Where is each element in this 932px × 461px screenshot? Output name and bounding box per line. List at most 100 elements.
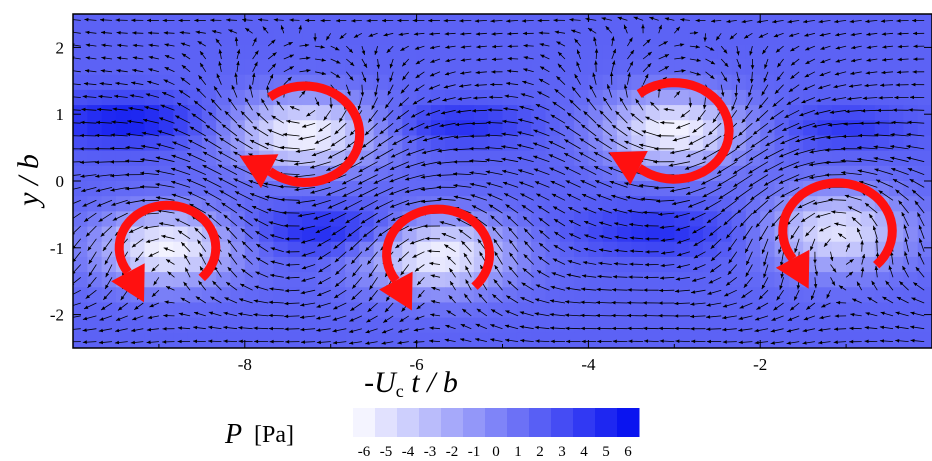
colorbar-swatch xyxy=(617,408,640,437)
velocity-vector xyxy=(349,315,363,322)
velocity-vector xyxy=(676,122,691,129)
contour-cell xyxy=(144,302,160,319)
velocity-vector xyxy=(157,130,175,137)
contour-cell xyxy=(144,272,160,288)
velocity-vector xyxy=(113,94,128,99)
contour-cell xyxy=(273,120,289,137)
x-tick-label: -6 xyxy=(410,355,424,374)
velocity-vector xyxy=(518,118,534,124)
velocity-vector xyxy=(253,326,269,330)
velocity-vector xyxy=(485,133,503,137)
velocity-vector xyxy=(368,289,378,302)
contour-cell xyxy=(846,287,862,304)
contour-cell xyxy=(459,44,475,61)
contour-cell xyxy=(473,105,489,121)
velocity-vector xyxy=(845,258,854,265)
contour-cell xyxy=(559,317,575,334)
velocity-vector xyxy=(534,181,550,188)
velocity-vector xyxy=(160,104,175,111)
velocity-vector xyxy=(538,229,550,240)
contour-cell xyxy=(287,89,303,106)
contour-cell xyxy=(130,302,146,319)
contour-cell xyxy=(445,105,461,121)
velocity-vector xyxy=(382,315,394,323)
contour-cell xyxy=(459,135,475,152)
velocity-vector xyxy=(758,97,769,109)
contour-cell xyxy=(502,196,518,212)
velocity-vector xyxy=(556,41,566,47)
velocity-vector xyxy=(238,312,253,317)
contour-cell xyxy=(745,332,761,348)
velocity-vector xyxy=(208,311,222,317)
velocity-vector xyxy=(580,124,597,137)
velocity-vector xyxy=(755,212,769,228)
velocity-vector xyxy=(736,58,742,69)
velocity-vector xyxy=(882,45,894,49)
contour-cell xyxy=(717,14,733,30)
contour-cell xyxy=(115,29,131,45)
velocity-vector xyxy=(161,91,175,98)
vortex-rotation-arrow xyxy=(111,200,221,303)
contour-cell xyxy=(216,317,232,334)
contour-cell xyxy=(889,105,904,121)
velocity-vector xyxy=(449,280,456,291)
velocity-vector xyxy=(358,161,378,173)
velocity-vector xyxy=(79,147,97,151)
velocity-vector xyxy=(132,56,144,60)
velocity-vector xyxy=(471,109,487,113)
velocity-vector xyxy=(910,338,925,343)
contour-cell xyxy=(287,287,303,304)
velocity-vector xyxy=(642,38,651,47)
velocity-vector xyxy=(316,302,331,308)
contour-cell xyxy=(803,74,819,91)
velocity-vector xyxy=(460,71,472,75)
contour-cell xyxy=(459,14,475,30)
contour-cell xyxy=(803,211,819,228)
velocity-vector xyxy=(99,81,113,86)
contour-cell xyxy=(502,256,518,273)
velocity-vector xyxy=(658,313,675,318)
velocity-vector xyxy=(875,238,879,252)
contour-cell xyxy=(230,14,246,30)
velocity-vector xyxy=(238,339,253,344)
velocity-vector xyxy=(597,274,612,279)
velocity-vector xyxy=(142,118,159,124)
contour-cell xyxy=(230,272,246,288)
velocity-vector xyxy=(430,313,441,317)
velocity-vector xyxy=(284,288,300,293)
contour-cell xyxy=(531,226,547,243)
velocity-vector xyxy=(629,262,644,266)
velocity-vector xyxy=(786,341,800,345)
velocity-vector xyxy=(384,302,394,313)
contour-cell xyxy=(201,135,217,152)
velocity-vector xyxy=(674,314,690,318)
velocity-vector xyxy=(430,274,441,278)
velocity-vector xyxy=(507,31,519,36)
contour-cell xyxy=(574,150,589,167)
velocity-vector xyxy=(630,112,644,124)
contour-cell xyxy=(359,14,375,30)
colorbar-swatch xyxy=(485,408,508,437)
velocity-vector xyxy=(427,97,441,103)
velocity-vector xyxy=(864,339,878,344)
velocity-vector xyxy=(534,116,550,124)
velocity-vector xyxy=(87,277,97,289)
contour-cell xyxy=(846,105,862,121)
contour-cell xyxy=(302,59,317,76)
contour-cell xyxy=(602,120,618,137)
contour-cell xyxy=(645,135,661,152)
velocity-vector xyxy=(539,66,550,73)
velocity-vector xyxy=(400,84,410,94)
contour-cell xyxy=(631,241,647,258)
velocity-vector xyxy=(389,199,409,208)
velocity-vector xyxy=(892,108,909,112)
contour-cell xyxy=(488,59,504,76)
velocity-vector xyxy=(422,135,441,142)
velocity-vector xyxy=(703,33,707,42)
velocity-vector xyxy=(224,110,238,124)
contour-cell xyxy=(115,59,131,76)
contour-cell xyxy=(588,226,604,243)
contour-cell xyxy=(531,256,547,273)
velocity-vector xyxy=(202,164,222,175)
colorbar-unit: [Pa] xyxy=(254,422,294,448)
